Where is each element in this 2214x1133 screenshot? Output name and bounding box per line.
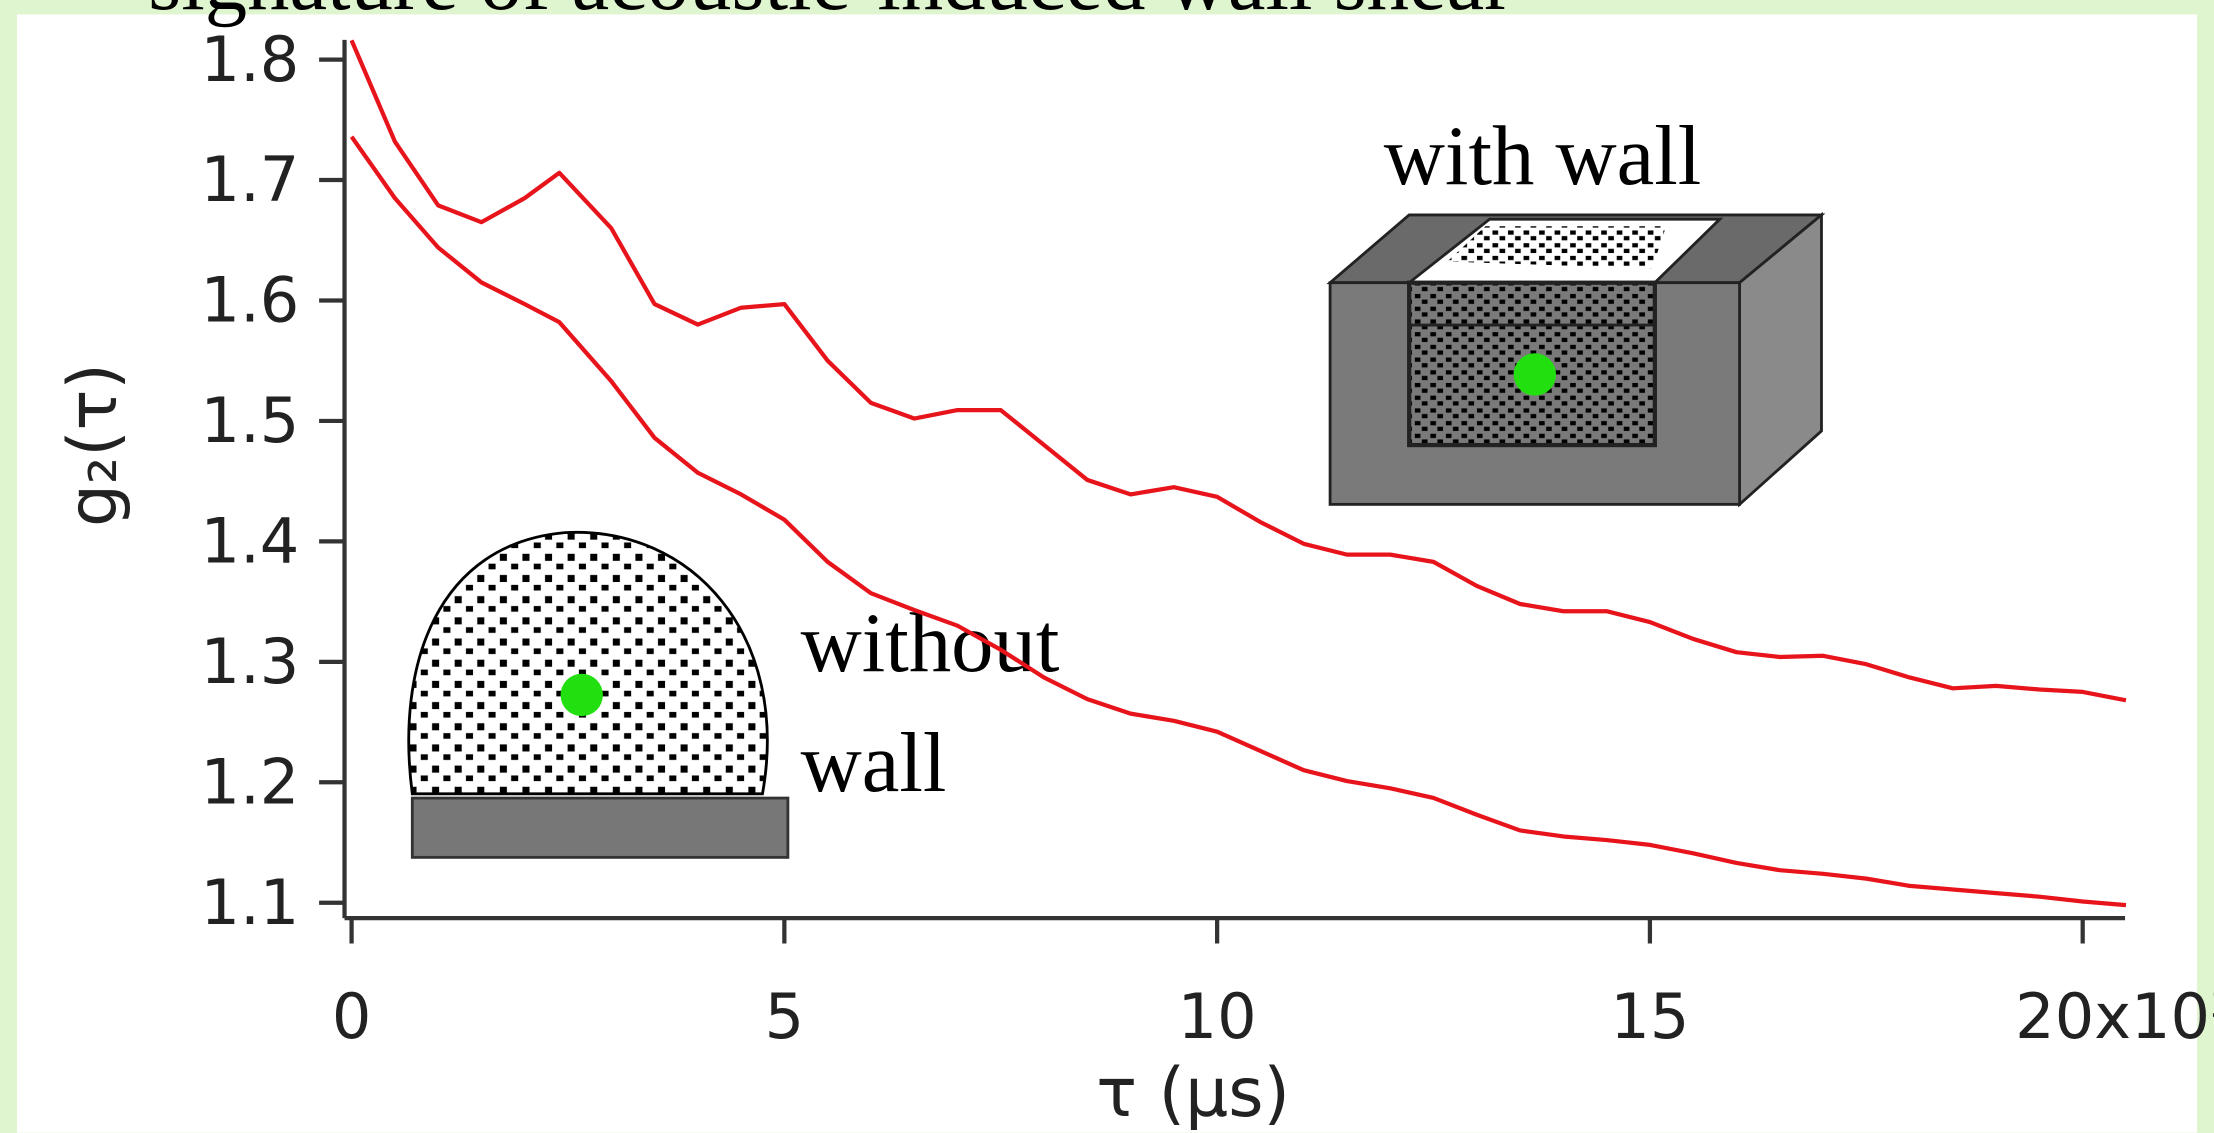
y-tick-label: 1.1	[201, 866, 300, 939]
y-tick-label: 1.2	[201, 745, 300, 818]
page: {"chart_data": { "type": "line", "title"…	[0, 0, 2214, 1133]
x-axis-label: τ (µs)	[1096, 1053, 1290, 1132]
y-tick-label: 1.3	[201, 625, 300, 698]
x-tick-label: 0	[332, 980, 372, 1053]
y-axis-label: g₂(τ)	[53, 363, 132, 527]
y-tick-label: 1.4	[201, 505, 300, 578]
y-tick-label: 1.6	[201, 264, 300, 337]
y-tick-label: 1.7	[201, 143, 300, 216]
annotation: without	[801, 597, 1060, 690]
chart-title: signature of acoustic-induced wall shear	[148, 0, 1512, 28]
annotation: wall	[801, 717, 947, 810]
x-tick-label: 10	[1178, 980, 1257, 1053]
y-tick-label: 1.5	[201, 384, 300, 457]
x-tick-label: 5	[765, 980, 805, 1053]
inset-box	[1330, 215, 1821, 504]
chart: signature of acoustic-induced wall shear…	[0, 0, 2214, 1133]
y-tick-label: 1.8	[201, 23, 300, 96]
x-tick-label: 15	[1610, 980, 1689, 1053]
annotation: with wall	[1384, 110, 1702, 203]
x-tick-label: 20x10³	[2015, 980, 2214, 1053]
